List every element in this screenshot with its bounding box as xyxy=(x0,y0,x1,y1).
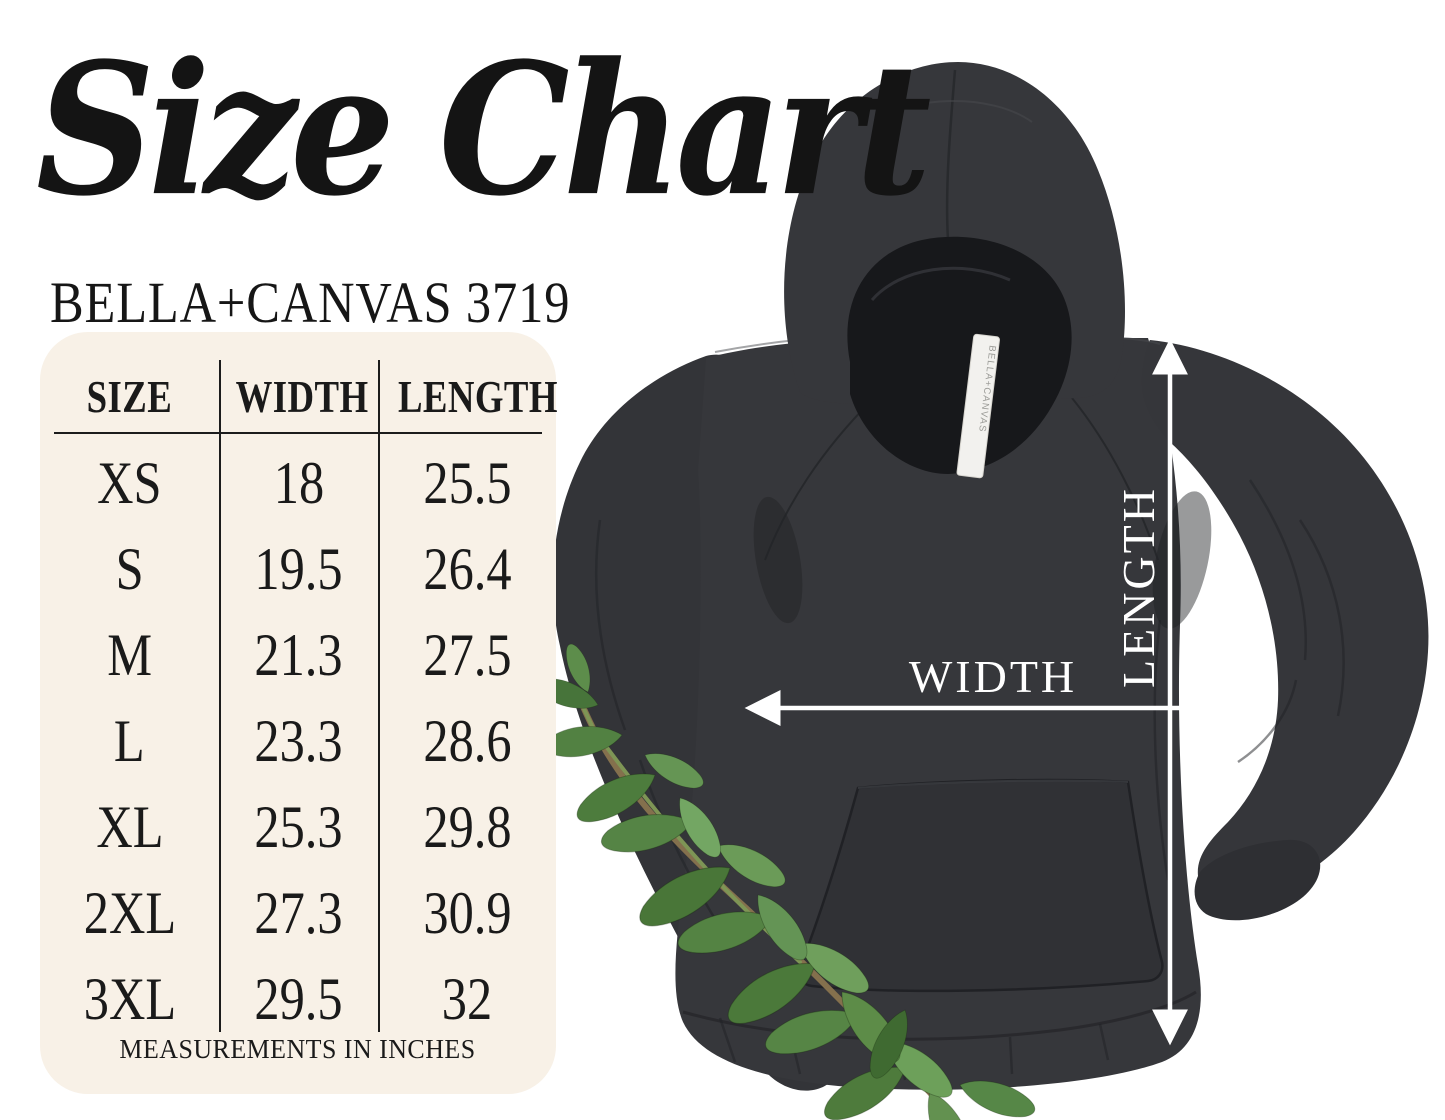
table-row-2xl: 2XL 27.3 30.9 xyxy=(83,879,512,946)
table-row-m: M 21.3 27.5 xyxy=(107,621,512,688)
header-width: WIDTH xyxy=(235,370,369,422)
header-size: SIZE xyxy=(86,370,173,422)
leaf-branch-image xyxy=(532,640,1040,1120)
table-footnote: MEASUREMENTS IN INCHES xyxy=(119,1034,477,1064)
table-header-row: SIZE WIDTH LENGTH xyxy=(40,366,558,426)
table-row-xl: XL 25.3 29.8 xyxy=(95,793,512,860)
page-title: Size Chart xyxy=(36,22,931,237)
table-row-l: L 23.3 28.6 xyxy=(114,707,512,774)
size-table-panel: SIZE WIDTH LENGTH XS 18 25.5 S 19.5 26.4… xyxy=(40,332,558,1094)
column-divider xyxy=(219,360,221,1032)
width-annotation-label: WIDTH xyxy=(908,651,1078,702)
measurement-arrows xyxy=(744,338,1242,1046)
column-divider xyxy=(378,360,380,1032)
product-subtitle: BELLA+CANVAS 3719 xyxy=(50,270,571,335)
table-body: XS 18 25.5 S 19.5 26.4 M 21.3 27.5 L 23.… xyxy=(40,440,556,1042)
header-divider xyxy=(54,432,542,434)
table-row-3xl: 3XL 29.5 32 xyxy=(83,965,493,1032)
table-row-xs: XS 18 25.5 xyxy=(97,449,512,516)
length-annotation-label: LENGTH xyxy=(1113,486,1164,688)
table-row-s: S 19.5 26.4 xyxy=(115,535,512,602)
header-length: LENGTH xyxy=(397,370,558,422)
